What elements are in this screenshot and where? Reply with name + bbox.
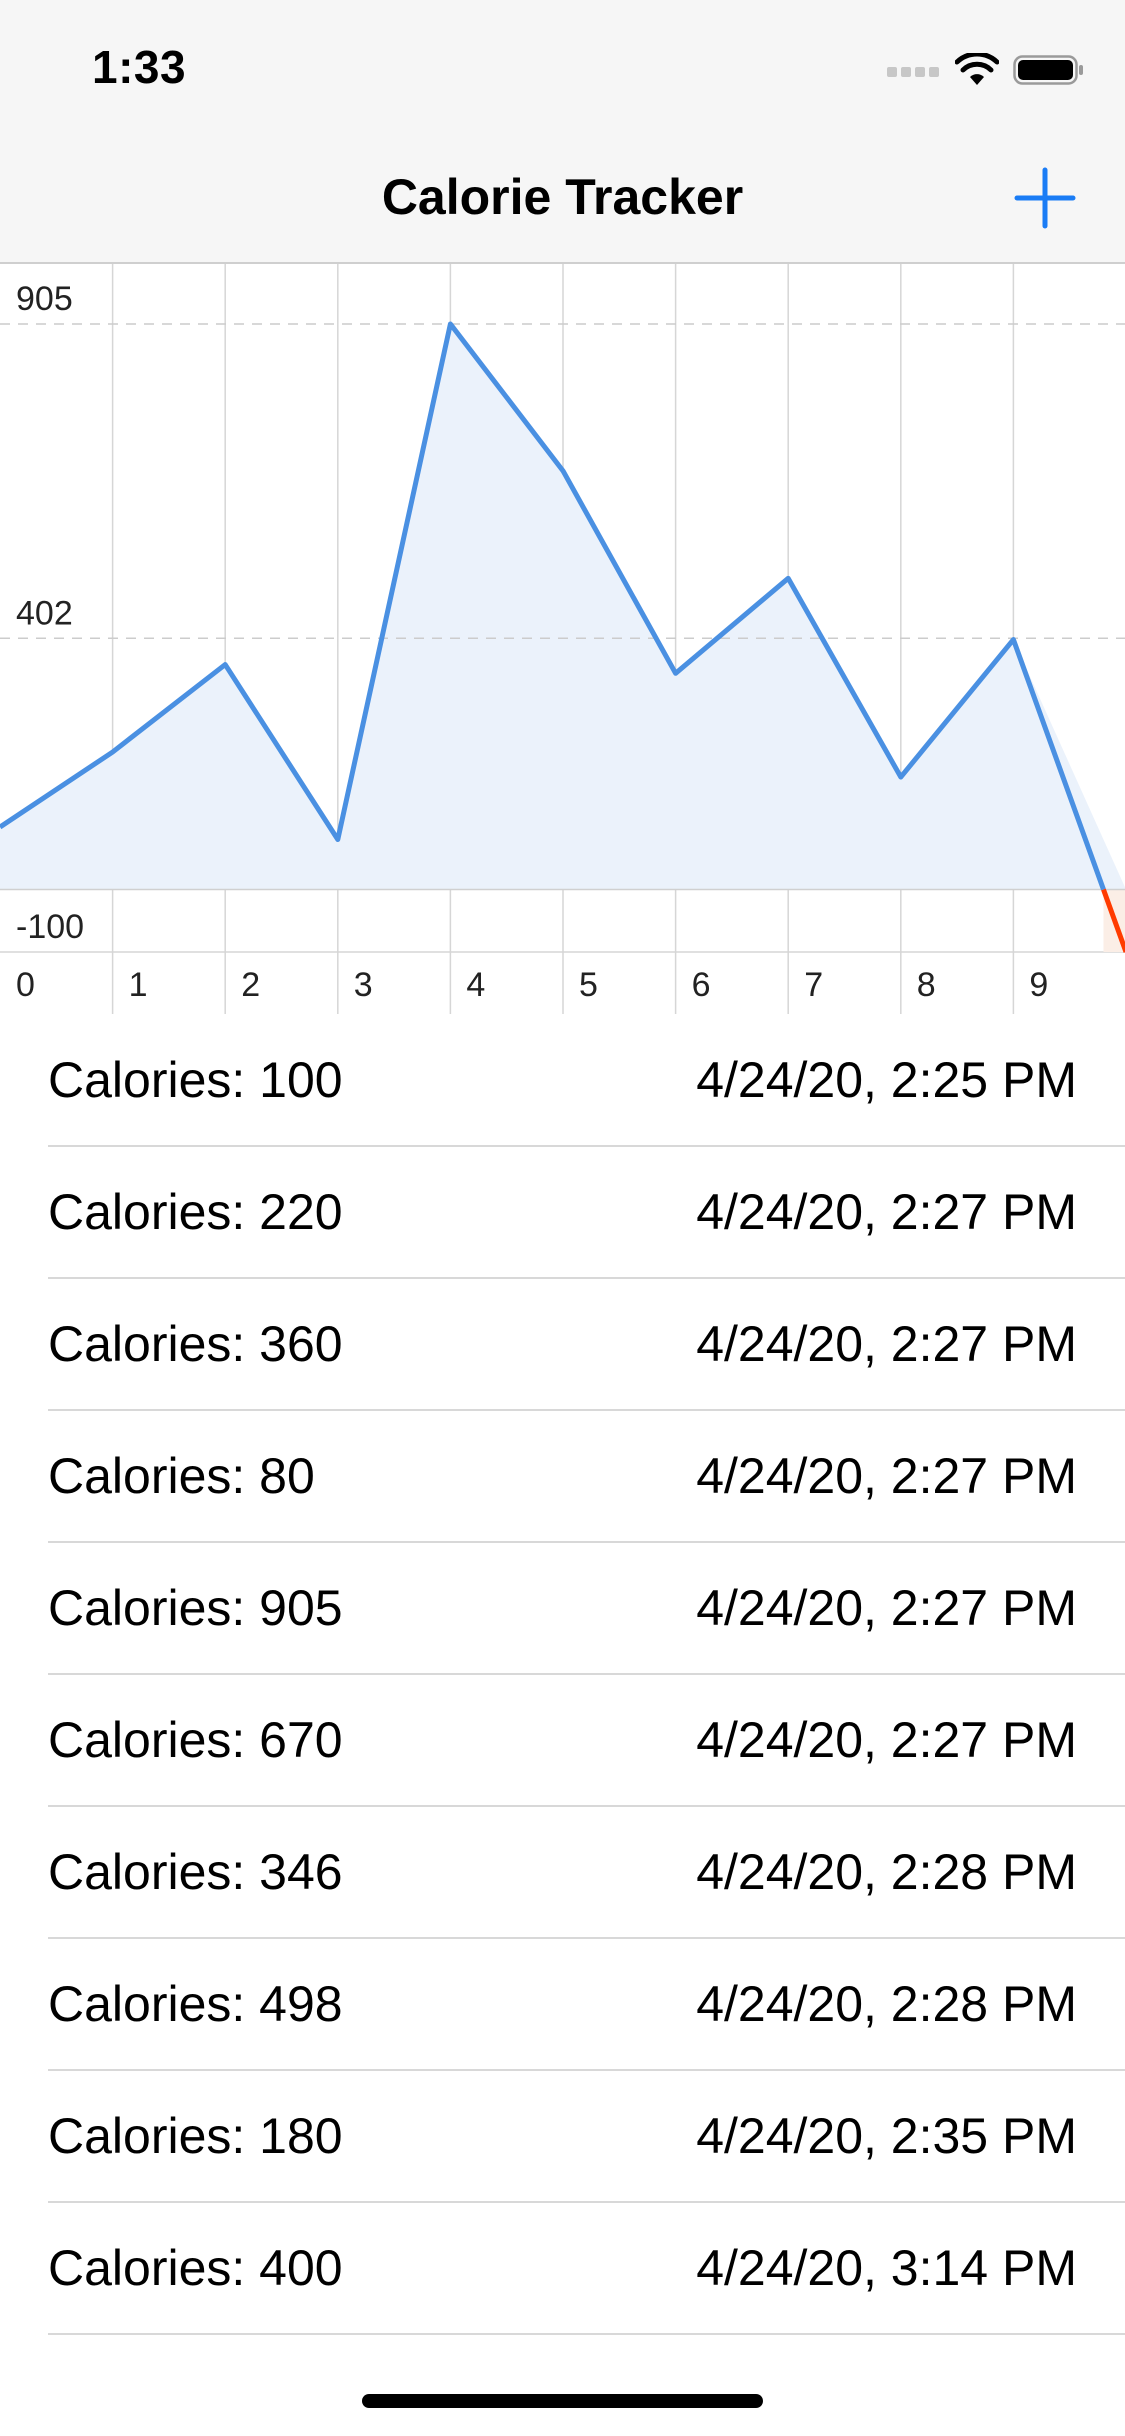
x-tick-label: 5 xyxy=(579,966,598,1004)
x-tick-label: 2 xyxy=(241,966,260,1004)
battery-icon xyxy=(1013,55,1083,85)
calorie-label: Calories: 346 xyxy=(48,1844,343,1900)
calorie-label: Calories: 670 xyxy=(48,1712,343,1768)
calorie-label: Calories: 100 xyxy=(48,1052,343,1108)
calorie-label: Calories: 498 xyxy=(48,1976,343,2032)
list-item[interactable]: Calories: 400 4/24/20, 3:14 PM xyxy=(0,2203,1125,2335)
status-icons xyxy=(887,50,1085,90)
x-tick-label: 3 xyxy=(354,966,373,1004)
home-indicator xyxy=(362,2394,763,2408)
calorie-chart: 905 402 -100 0 1 2 3 4 5 6 7 8 9 xyxy=(0,264,1125,1014)
entry-timestamp: 4/24/20, 2:28 PM xyxy=(696,1844,1077,1900)
entry-timestamp: 4/24/20, 3:14 PM xyxy=(696,2240,1077,2296)
list-item[interactable]: Calories: 360 4/24/20, 2:27 PM xyxy=(0,1279,1125,1411)
x-tick-label: 0 xyxy=(16,966,35,1004)
list-item[interactable]: Calories: 80 4/24/20, 2:27 PM xyxy=(0,1411,1125,1543)
entry-timestamp: 4/24/20, 2:35 PM xyxy=(696,2108,1077,2164)
list-item[interactable]: Calories: 220 4/24/20, 2:27 PM xyxy=(0,1147,1125,1279)
calorie-label: Calories: 905 xyxy=(48,1580,343,1636)
list-item[interactable]: Calories: 180 4/24/20, 2:35 PM xyxy=(0,2071,1125,2203)
calorie-label: Calories: 220 xyxy=(48,1184,343,1240)
calorie-label: Calories: 360 xyxy=(48,1316,343,1372)
add-entry-button[interactable] xyxy=(1013,166,1077,230)
calorie-label: Calories: 400 xyxy=(48,2240,343,2296)
calorie-label: Calories: 80 xyxy=(48,1448,315,1504)
entry-timestamp: 4/24/20, 2:28 PM xyxy=(696,1976,1077,2032)
plus-icon xyxy=(1014,167,1076,229)
entry-timestamp: 4/24/20, 2:27 PM xyxy=(696,1712,1077,1768)
calorie-label: Calories: 180 xyxy=(48,2108,343,2164)
list-item[interactable]: Calories: 670 4/24/20, 2:27 PM xyxy=(0,1675,1125,1807)
signal-icon xyxy=(887,67,939,77)
x-tick-label: 1 xyxy=(129,966,148,1004)
entry-timestamp: 4/24/20, 2:27 PM xyxy=(696,1580,1077,1636)
series-line-negative xyxy=(1101,888,1125,953)
list-item[interactable]: Calories: 905 4/24/20, 2:27 PM xyxy=(0,1543,1125,1675)
area-fill xyxy=(0,324,1125,890)
entry-timestamp: 4/24/20, 2:27 PM xyxy=(696,1316,1077,1372)
entries-list: Calories: 100 4/24/20, 2:25 PM Calories: 2… xyxy=(0,1015,1125,2335)
list-item[interactable]: Calories: 346 4/24/20, 2:28 PM xyxy=(0,1807,1125,1939)
status-time: 1:33 xyxy=(92,41,187,93)
y-tick-label: -100 xyxy=(16,908,84,946)
entry-timestamp: 4/24/20, 2:25 PM xyxy=(696,1052,1077,1108)
list-item[interactable]: Calories: 100 4/24/20, 2:25 PM xyxy=(0,1015,1125,1147)
entry-timestamp: 4/24/20, 2:27 PM xyxy=(696,1184,1077,1240)
page-title: Calorie Tracker xyxy=(381,169,744,225)
wifi-icon xyxy=(955,53,999,85)
navigation-bar: Calorie Tracker xyxy=(0,132,1125,264)
status-bar: 1:33 xyxy=(0,0,1125,132)
entry-timestamp: 4/24/20, 2:27 PM xyxy=(696,1448,1077,1504)
x-tick-label: 9 xyxy=(1029,966,1048,1004)
x-tick-label: 8 xyxy=(917,966,936,1004)
x-tick-label: 7 xyxy=(804,966,823,1004)
y-tick-label: 905 xyxy=(16,280,73,318)
series-line xyxy=(0,321,1106,891)
x-tick-label: 6 xyxy=(692,966,711,1004)
y-tick-label: 402 xyxy=(16,594,73,632)
list-item[interactable]: Calories: 498 4/24/20, 2:28 PM xyxy=(0,1939,1125,2071)
x-tick-label: 4 xyxy=(466,966,485,1004)
